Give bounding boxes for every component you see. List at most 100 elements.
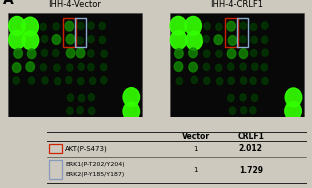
Circle shape — [228, 77, 234, 84]
Circle shape — [191, 76, 197, 83]
Text: 1: 1 — [193, 167, 198, 173]
Circle shape — [55, 78, 61, 85]
Circle shape — [123, 88, 139, 106]
Circle shape — [89, 107, 95, 114]
Circle shape — [251, 49, 257, 57]
Circle shape — [88, 50, 94, 57]
Circle shape — [189, 62, 197, 72]
Circle shape — [78, 95, 85, 102]
Circle shape — [53, 23, 59, 30]
Circle shape — [252, 63, 258, 70]
Circle shape — [53, 49, 59, 57]
Text: IHH-4-Vector: IHH-4-Vector — [49, 0, 101, 9]
Circle shape — [76, 48, 85, 58]
Circle shape — [40, 64, 46, 71]
Circle shape — [99, 22, 105, 30]
Circle shape — [240, 63, 246, 70]
Circle shape — [285, 102, 301, 120]
Circle shape — [88, 22, 94, 29]
Circle shape — [241, 77, 247, 84]
Circle shape — [170, 16, 187, 35]
Text: ERK1(P-T202/Y204): ERK1(P-T202/Y204) — [65, 162, 124, 168]
Circle shape — [14, 49, 22, 58]
Circle shape — [27, 49, 36, 59]
Circle shape — [189, 48, 197, 58]
Circle shape — [175, 49, 183, 58]
Circle shape — [123, 102, 139, 121]
Circle shape — [228, 36, 237, 45]
Circle shape — [228, 94, 234, 102]
Circle shape — [261, 64, 267, 71]
Text: AKT(P-S473): AKT(P-S473) — [65, 145, 108, 152]
Circle shape — [217, 78, 223, 85]
Circle shape — [40, 23, 46, 30]
Circle shape — [88, 94, 95, 101]
Circle shape — [216, 23, 222, 30]
Bar — [63, 18, 76, 47]
Circle shape — [88, 36, 94, 43]
Circle shape — [26, 62, 35, 72]
Bar — [237, 18, 248, 47]
Bar — [8, 13, 142, 117]
Circle shape — [9, 30, 25, 49]
Bar — [170, 13, 304, 117]
Circle shape — [204, 23, 210, 30]
Circle shape — [9, 16, 25, 35]
Circle shape — [170, 30, 187, 49]
Circle shape — [240, 22, 246, 29]
Circle shape — [65, 21, 74, 31]
Circle shape — [261, 36, 268, 43]
Text: 1: 1 — [193, 146, 198, 152]
Text: ERK2(P-Y185/Y187): ERK2(P-Y185/Y187) — [65, 172, 124, 177]
Text: 1.729: 1.729 — [239, 166, 263, 175]
Circle shape — [186, 31, 202, 50]
Text: 2.012: 2.012 — [239, 144, 263, 153]
Circle shape — [229, 107, 236, 114]
Circle shape — [41, 36, 48, 43]
Circle shape — [216, 50, 222, 57]
Circle shape — [185, 16, 202, 35]
Circle shape — [251, 36, 257, 43]
Text: A: A — [3, 0, 14, 7]
Circle shape — [67, 94, 74, 101]
Circle shape — [251, 23, 257, 30]
Circle shape — [262, 22, 268, 29]
Circle shape — [77, 107, 83, 114]
Circle shape — [204, 77, 210, 84]
Bar — [49, 160, 62, 179]
Circle shape — [54, 64, 60, 71]
Circle shape — [22, 17, 38, 36]
Circle shape — [203, 36, 209, 43]
Circle shape — [22, 31, 39, 50]
Circle shape — [41, 49, 47, 56]
Bar — [225, 18, 238, 47]
Circle shape — [77, 37, 83, 44]
Circle shape — [240, 36, 246, 43]
Circle shape — [203, 63, 209, 70]
Circle shape — [42, 77, 48, 84]
Circle shape — [262, 49, 268, 56]
Circle shape — [90, 77, 96, 84]
Circle shape — [239, 49, 248, 58]
Circle shape — [262, 77, 268, 84]
Circle shape — [66, 48, 75, 58]
Circle shape — [66, 77, 72, 84]
Circle shape — [88, 64, 94, 71]
Bar — [49, 144, 62, 153]
Circle shape — [66, 34, 75, 44]
Circle shape — [100, 64, 107, 71]
Circle shape — [250, 77, 256, 84]
Text: IHH-4-CRLF1: IHH-4-CRLF1 — [211, 0, 264, 9]
Circle shape — [67, 107, 73, 114]
Circle shape — [240, 94, 246, 101]
Circle shape — [67, 64, 73, 71]
Circle shape — [214, 35, 222, 45]
Circle shape — [227, 49, 236, 58]
Circle shape — [28, 77, 35, 84]
Circle shape — [78, 78, 84, 85]
Circle shape — [101, 77, 107, 84]
Text: Vector: Vector — [182, 132, 210, 141]
Circle shape — [216, 64, 222, 71]
Circle shape — [174, 62, 183, 71]
Circle shape — [227, 21, 236, 31]
